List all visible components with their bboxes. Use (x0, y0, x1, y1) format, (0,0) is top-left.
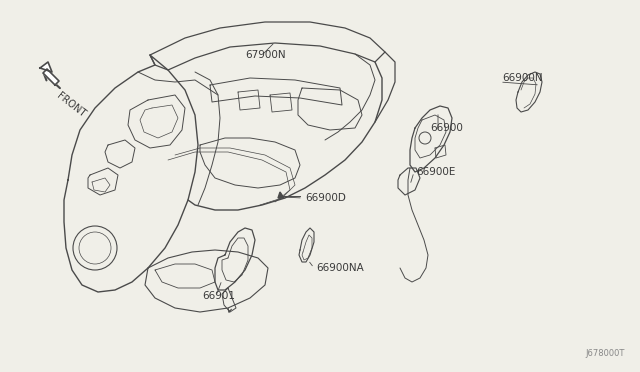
Text: J678000T: J678000T (586, 349, 625, 358)
Text: FRONT: FRONT (55, 91, 88, 119)
Polygon shape (278, 192, 284, 198)
Polygon shape (43, 69, 59, 85)
Polygon shape (40, 62, 52, 72)
Text: 67900N: 67900N (245, 50, 285, 60)
Text: 66900N: 66900N (502, 73, 543, 83)
Text: 66900D: 66900D (305, 193, 346, 203)
Text: 66900: 66900 (430, 123, 463, 133)
Text: 66900E: 66900E (416, 167, 456, 177)
Text: 66901: 66901 (202, 291, 235, 301)
Text: 66900NA: 66900NA (316, 263, 364, 273)
